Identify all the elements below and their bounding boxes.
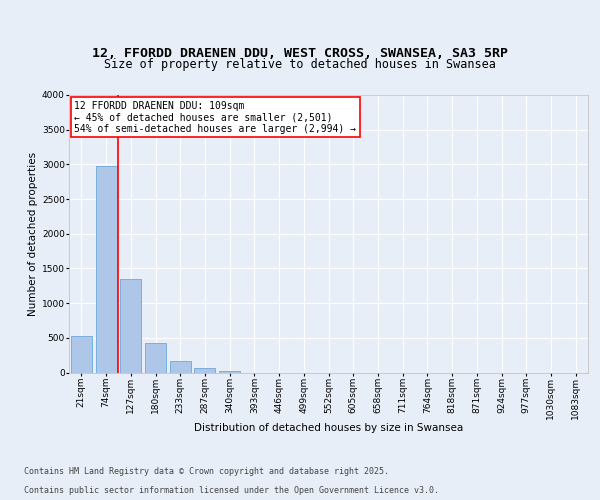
- Bar: [194, 368, 215, 372]
- Text: Size of property relative to detached houses in Swansea: Size of property relative to detached ho…: [104, 58, 496, 71]
- Text: 12 FFORDD DRAENEN DDU: 109sqm
← 45% of detached houses are smaller (2,501)
54% o: 12 FFORDD DRAENEN DDU: 109sqm ← 45% of d…: [74, 100, 356, 134]
- Text: 12, FFORDD DRAENEN DDU, WEST CROSS, SWANSEA, SA3 5RP: 12, FFORDD DRAENEN DDU, WEST CROSS, SWAN…: [92, 47, 508, 60]
- Bar: [170, 362, 191, 372]
- Bar: [95, 166, 116, 372]
- Text: Contains HM Land Registry data © Crown copyright and database right 2025.: Contains HM Land Registry data © Crown c…: [24, 467, 389, 476]
- X-axis label: Distribution of detached houses by size in Swansea: Distribution of detached houses by size …: [194, 423, 463, 433]
- Bar: [71, 336, 92, 372]
- Bar: [219, 371, 240, 372]
- Text: Contains public sector information licensed under the Open Government Licence v3: Contains public sector information licen…: [24, 486, 439, 495]
- Bar: [145, 344, 166, 372]
- Y-axis label: Number of detached properties: Number of detached properties: [28, 152, 38, 316]
- Bar: [120, 279, 141, 372]
